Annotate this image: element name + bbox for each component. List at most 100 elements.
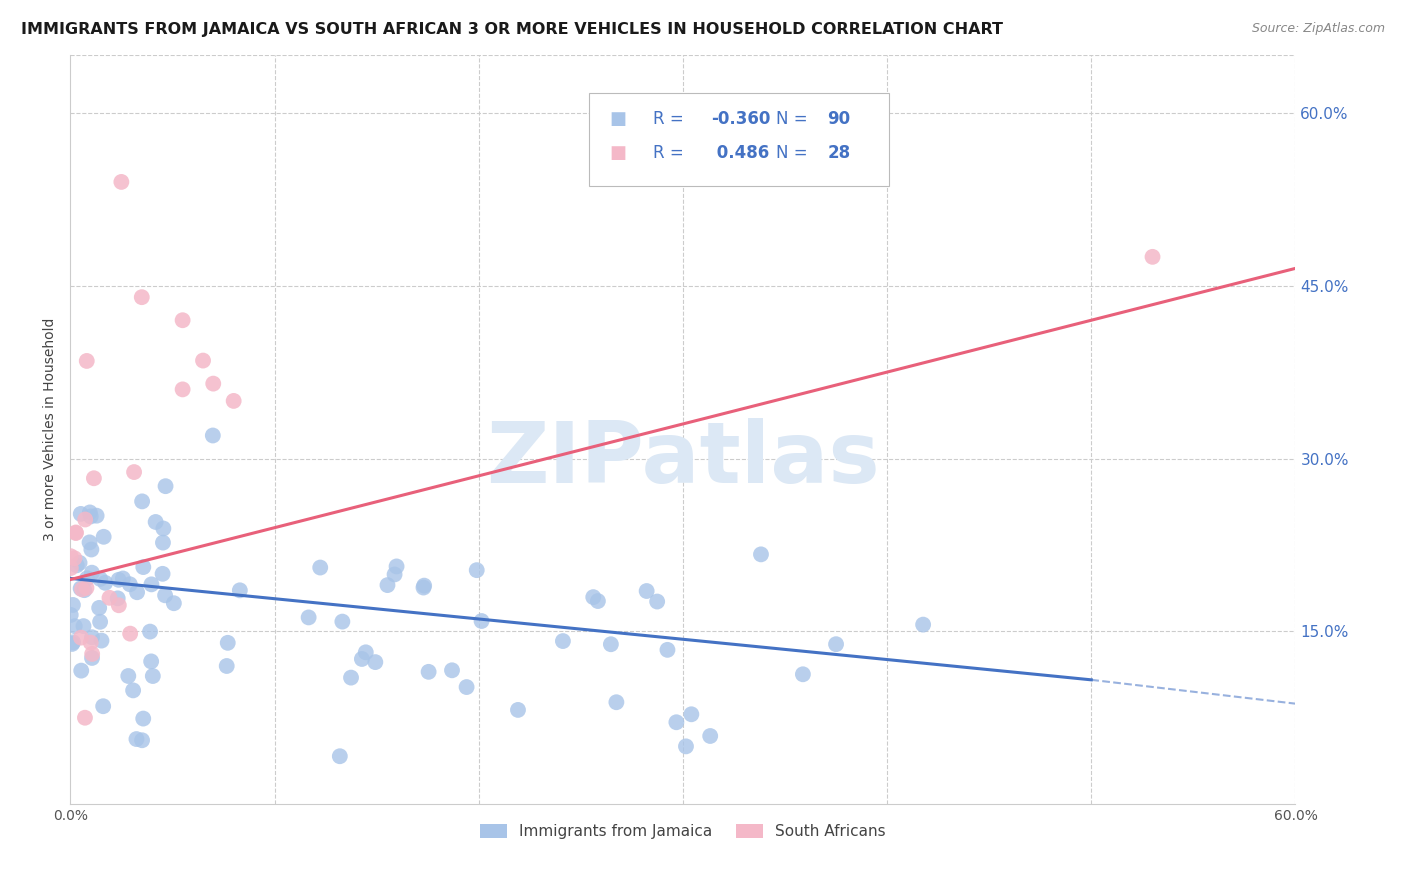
Point — [172, 383, 194, 397]
Point — [65, 526, 87, 541]
Point — [75, 581, 97, 595]
Point — [792, 667, 814, 681]
Point — [298, 610, 321, 624]
Point — [69, 507, 91, 521]
Point — [79, 535, 101, 549]
Point — [73, 583, 96, 598]
Point — [76, 354, 98, 368]
Point — [122, 465, 145, 479]
Text: R =: R = — [654, 144, 689, 161]
Point — [59, 549, 82, 564]
Point — [217, 636, 239, 650]
Point — [107, 573, 129, 587]
Point — [412, 581, 434, 595]
Point — [153, 588, 176, 602]
Text: ■: ■ — [609, 110, 627, 128]
Point — [80, 566, 103, 580]
Point — [413, 579, 436, 593]
Point — [120, 626, 142, 640]
Point — [141, 654, 163, 668]
Point — [59, 607, 82, 622]
Point — [125, 585, 148, 599]
Point — [91, 699, 114, 714]
Point — [354, 645, 377, 659]
Point — [440, 663, 463, 677]
Point — [69, 556, 91, 570]
Point — [117, 669, 139, 683]
Point — [1142, 250, 1164, 264]
Point — [125, 732, 148, 747]
Text: Source: ZipAtlas.com: Source: ZipAtlas.com — [1251, 22, 1385, 36]
Legend: Immigrants from Jamaica, South Africans: Immigrants from Jamaica, South Africans — [474, 818, 893, 846]
Text: 28: 28 — [828, 144, 851, 161]
Point — [605, 695, 627, 709]
Point — [80, 509, 103, 524]
Point — [350, 652, 373, 666]
Text: N =: N = — [776, 144, 813, 161]
Point — [93, 530, 115, 544]
Point — [80, 630, 103, 644]
Point — [145, 515, 167, 529]
Point — [69, 582, 91, 596]
Point — [139, 624, 162, 639]
Point — [172, 313, 194, 327]
Point — [89, 615, 111, 629]
Point — [142, 669, 165, 683]
Point — [201, 428, 224, 442]
FancyBboxPatch shape — [589, 93, 889, 186]
Point — [825, 637, 848, 651]
Point — [699, 729, 721, 743]
Point — [131, 494, 153, 508]
Point — [152, 521, 174, 535]
Point — [329, 749, 352, 764]
Point — [70, 664, 93, 678]
Point — [551, 634, 574, 648]
Point — [98, 591, 121, 605]
Point — [681, 707, 703, 722]
Text: 0.486: 0.486 — [711, 144, 769, 161]
Point — [215, 659, 238, 673]
Point — [63, 551, 86, 566]
Point — [418, 665, 440, 679]
Point — [599, 637, 621, 651]
Point — [94, 575, 117, 590]
Text: R =: R = — [654, 110, 689, 128]
Text: ZIPatlas: ZIPatlas — [486, 418, 880, 501]
Point — [82, 647, 104, 661]
Point — [80, 542, 103, 557]
Point — [364, 655, 387, 669]
Point — [90, 633, 112, 648]
Point — [118, 577, 141, 591]
Point — [70, 631, 93, 645]
Point — [60, 637, 83, 651]
Text: N =: N = — [776, 110, 813, 128]
Point — [384, 567, 406, 582]
Point — [141, 577, 163, 591]
Point — [385, 559, 408, 574]
Point — [340, 671, 363, 685]
Point — [657, 643, 679, 657]
Point — [152, 535, 174, 549]
Point — [163, 596, 186, 610]
Point — [202, 376, 225, 391]
Point — [73, 711, 96, 725]
Point — [62, 598, 84, 612]
Point — [229, 583, 252, 598]
Point — [131, 733, 153, 747]
Point — [636, 584, 658, 599]
Point — [122, 683, 145, 698]
Point — [152, 566, 174, 581]
Text: -0.360: -0.360 — [711, 110, 770, 128]
Point — [107, 591, 129, 606]
Point — [665, 715, 688, 730]
Point — [75, 512, 97, 526]
Point — [912, 617, 935, 632]
Point — [191, 353, 214, 368]
Point — [65, 525, 87, 540]
Point — [111, 572, 134, 586]
Point — [456, 680, 478, 694]
Point — [63, 619, 86, 633]
Y-axis label: 3 or more Vehicles in Household: 3 or more Vehicles in Household — [44, 318, 58, 541]
Point — [86, 508, 108, 523]
Point — [89, 572, 111, 586]
